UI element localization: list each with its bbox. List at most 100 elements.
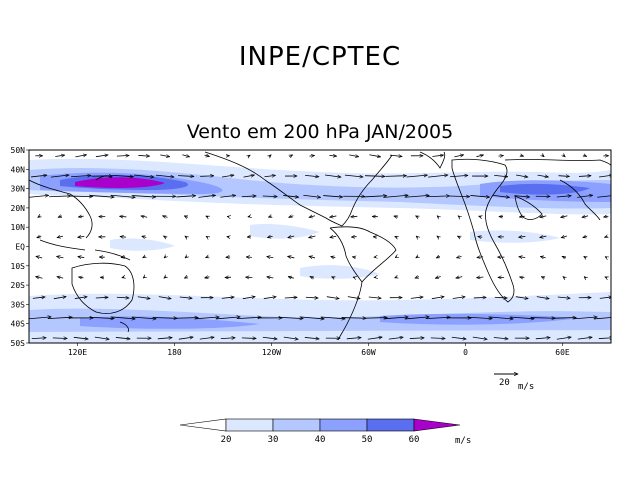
wind-arrow — [57, 277, 64, 278]
wind-arrow — [488, 316, 513, 319]
wind-arrow — [31, 338, 46, 339]
wind-arrow — [456, 277, 463, 278]
wind-arrow — [515, 297, 528, 299]
wind-arrow — [78, 257, 85, 258]
wind-arrow — [267, 277, 274, 278]
wind-arrow — [330, 216, 337, 217]
wind-arrow — [584, 277, 586, 279]
colorbar-segment-30-40 — [272, 418, 321, 432]
reference-vector: 20 m/s — [494, 374, 534, 392]
wind-arrow — [467, 317, 492, 318]
wind-speed-shading — [29, 150, 611, 343]
lon-tick-label: 120W — [262, 348, 281, 357]
wind-arrow — [556, 196, 571, 197]
wind-arrow — [47, 317, 72, 318]
wind-arrow — [215, 317, 240, 320]
colorbar-label: 40 — [315, 435, 326, 445]
wind-arrow — [36, 256, 43, 258]
page-title: INPE/CPTEC — [238, 42, 402, 72]
wind-arrow — [542, 155, 544, 157]
wind-arrow — [320, 316, 345, 319]
wind-arrow — [519, 216, 525, 217]
wind-arrow — [58, 216, 63, 217]
wind-arrow — [519, 257, 526, 258]
wind-arrow — [558, 176, 570, 177]
wind-arrow — [458, 216, 460, 217]
colorbar-segment-40-50 — [319, 418, 368, 432]
wind-arrow — [29, 317, 51, 320]
wind-arrow — [278, 317, 303, 318]
wind-arrow — [284, 297, 297, 298]
wind-arrow — [267, 257, 274, 258]
wind-arrow — [449, 175, 468, 176]
wind-arrow — [432, 155, 443, 156]
lon-tick-label: 120E — [68, 348, 87, 357]
wind-arrow — [31, 175, 47, 177]
colorbar-segment-20-30 — [225, 418, 274, 432]
wind-arrow — [597, 195, 611, 198]
wind-arrow — [605, 236, 608, 237]
wind-arrow — [143, 256, 146, 259]
wind-arrow — [69, 196, 92, 197]
wind-arrow — [53, 297, 66, 300]
wind-arrow — [577, 337, 592, 339]
wind-arrow — [248, 155, 250, 156]
wind-arrow — [498, 155, 504, 156]
wind-arrow — [363, 196, 386, 197]
wind-arrow — [344, 174, 363, 177]
wind-arrow — [557, 297, 570, 298]
wind-arrow — [262, 196, 277, 197]
wind-arrow — [110, 316, 135, 319]
wind-arrow — [541, 276, 544, 278]
wind-arrow — [132, 196, 155, 197]
wind-arrow — [288, 236, 295, 238]
wind-arrow — [138, 155, 149, 156]
wind-arrow — [604, 216, 609, 217]
wind-arrow — [540, 256, 546, 257]
map-title: Vento em 200 hPa JAN/2005 — [186, 121, 454, 143]
wind-arrow — [37, 236, 42, 238]
wind-arrow — [326, 297, 339, 299]
wind-arrow — [457, 256, 462, 257]
wind-arrow — [514, 196, 529, 197]
wind-vectors — [29, 154, 611, 340]
wind-arrow — [540, 216, 547, 217]
colorbar: 20 30 40 50 60 m/s — [179, 418, 471, 446]
wind-arrow — [584, 256, 587, 258]
colorbar-label: 60 — [409, 435, 420, 445]
lon-tick-label: 60W — [361, 348, 376, 357]
wind-arrow — [95, 155, 108, 157]
wind-arrow — [593, 317, 611, 320]
colorbar-label: 20 — [221, 435, 232, 445]
wind-arrow — [241, 196, 256, 197]
wind-arrow — [155, 174, 174, 177]
wind-arrow — [194, 317, 219, 320]
wind-arrow — [200, 176, 214, 177]
wind-arrow — [73, 337, 88, 339]
colorbar-segment-below-20 — [179, 418, 227, 432]
wind-arrow — [416, 236, 418, 238]
wind-arrow — [116, 155, 129, 156]
wind-arrow — [184, 215, 187, 218]
wind-arrow — [55, 155, 64, 156]
wind-arrow — [367, 337, 382, 340]
wind-arrow — [448, 196, 469, 197]
wind-arrow — [164, 236, 167, 238]
wind-arrow — [368, 297, 381, 298]
wind-arrow — [383, 195, 408, 198]
wind-arrow — [332, 276, 335, 278]
wind-arrow — [409, 338, 424, 339]
wind-arrow — [289, 216, 294, 218]
wind-arrow — [309, 236, 316, 238]
wind-arrow — [369, 154, 380, 157]
wind-arrow — [556, 337, 571, 340]
lon-tick-label: 60E — [555, 348, 570, 357]
wind-arrow — [494, 297, 507, 298]
wind-arrow — [577, 195, 592, 198]
wind-arrow — [329, 155, 336, 156]
wind-arrow — [221, 297, 234, 298]
wind-arrow — [243, 175, 255, 177]
colorbar-label: 30 — [268, 435, 279, 445]
wind-arrow — [164, 277, 166, 279]
wind-arrow — [351, 216, 358, 217]
